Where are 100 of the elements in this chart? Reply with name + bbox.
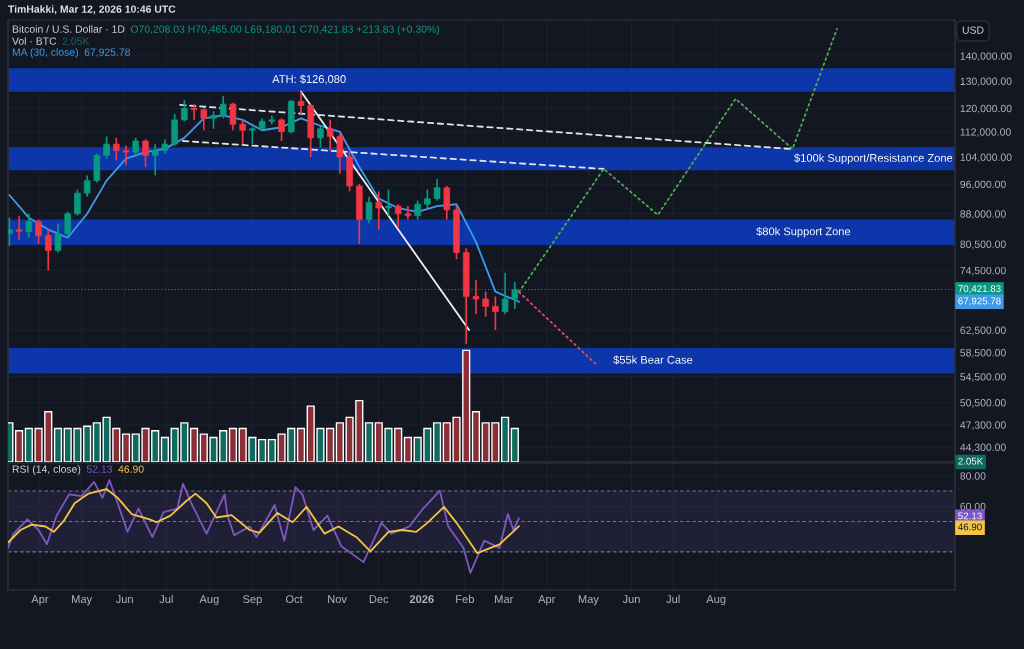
y-tick-label: 54,500.00 (960, 373, 1006, 382)
candlestick (239, 119, 246, 145)
text: 46.90 (958, 523, 982, 531)
x-tick-label: 2026 (409, 595, 434, 604)
candlestick (472, 278, 480, 315)
candlestick (297, 90, 305, 115)
candlestick (64, 211, 71, 237)
chart-title: Bitcoin / U.S. Dollar · 1D (12, 25, 125, 33)
x-tick-label: Sep (243, 595, 262, 606)
annotation: 67,925.78 (84, 48, 131, 58)
annotation: 46.90 (118, 465, 144, 473)
candlestick (151, 143, 159, 177)
x-tick-label: Jul (666, 594, 680, 604)
bar (15, 430, 24, 462)
x-tick-label: Mar (495, 595, 514, 604)
annotation: 52.13 (86, 465, 113, 473)
bar (403, 436, 413, 462)
text: MA (30, close) (12, 48, 78, 58)
text: 67,925.78 (958, 297, 1001, 306)
candlestick (181, 99, 188, 123)
y-tick-label: 80,500.00 (960, 240, 1006, 250)
x-tick-label: Aug (706, 595, 726, 606)
candlestick (326, 119, 334, 152)
y-tick-label: 96,000.00 (960, 180, 1006, 190)
x-tick-label: Aug (199, 595, 219, 606)
bar (228, 427, 238, 462)
candlestick (394, 203, 402, 229)
bar (471, 411, 481, 462)
candlestick (433, 178, 441, 202)
annotation: O70,208.03 H70,465.00 L69,180.01 C70,421.83 +213.83 (+0.30%) (130, 25, 440, 35)
candlestick (404, 205, 412, 221)
candlestick (25, 212, 33, 239)
ref-line-label: 70,421.83 (958, 285, 1001, 294)
chart-title: RSI (14, close) (12, 465, 81, 475)
text: TimHakki, Mar 12, 2026 10:46 UTC (8, 5, 176, 15)
candlestick (424, 188, 431, 209)
candlestick (142, 138, 149, 168)
y-tick-label: 62,500.00 (960, 326, 1006, 336)
x-tick-label: May (578, 595, 599, 606)
candlestick (219, 94, 227, 120)
y-tick-label: 50,500.00 (960, 399, 1006, 408)
y-tick-label: 58,500.00 (960, 349, 1006, 358)
x-tick-label: Jun (622, 595, 640, 604)
x-tick-label: Dec (369, 595, 389, 604)
candlestick (132, 137, 140, 158)
bar (258, 438, 267, 462)
y-tick-label: 130,000.00 (960, 77, 1012, 87)
candlestick (200, 107, 208, 132)
y-tick-label: 80.00 (960, 472, 986, 480)
x-tick-label: Oct (285, 595, 303, 604)
y-tick-label: 112,000.00 (960, 128, 1011, 137)
bar (121, 433, 131, 462)
y-tick-label: 104,000.00 (960, 153, 1012, 163)
x-tick-label: Nov (328, 595, 347, 604)
bar (53, 427, 63, 462)
y-tick-label: 140,000.00 (960, 52, 1012, 62)
line-series (8, 479, 520, 574)
candlestick (414, 199, 421, 221)
line-series (8, 488, 520, 555)
y-tick-label: 47,300.00 (960, 421, 1006, 430)
bar (189, 427, 199, 462)
bar (510, 427, 519, 462)
band-label: $100k Support/Resistance Zone (794, 153, 953, 165)
bar (432, 422, 442, 462)
candlestick (35, 218, 42, 245)
candlestick (336, 132, 344, 175)
y-tick-label: 120,000.00 (960, 104, 1012, 114)
y-tick-label: 88,000.00 (960, 210, 1006, 219)
candlestick (278, 117, 285, 142)
candlestick (122, 144, 130, 167)
y-tick-label: 60.00 (960, 502, 986, 511)
candlestick (113, 137, 120, 162)
candlestick (190, 103, 198, 121)
text: USD (962, 26, 984, 34)
candlestick (74, 188, 81, 217)
bar (364, 422, 374, 462)
candlestick (103, 135, 110, 160)
annotation: 2.05K (62, 37, 90, 45)
x-tick-label: Jul (159, 594, 173, 604)
band-label: ATH: $126,080 (272, 74, 346, 85)
band-label: $55k Bear Case (613, 355, 693, 365)
candlestick (54, 222, 62, 254)
candlestick (317, 124, 324, 149)
x-tick-label: Apr (538, 595, 556, 606)
candlestick (365, 195, 373, 225)
candlestick (492, 295, 499, 331)
x-tick-label: May (72, 595, 93, 606)
candlestick (45, 228, 52, 272)
x-tick-label: Jun (115, 595, 133, 604)
bar (160, 436, 170, 462)
y-tick-label: 74,500.00 (960, 266, 1006, 276)
candlestick (482, 290, 489, 318)
candlestick (15, 214, 23, 241)
bar (296, 427, 306, 462)
text: 52.13 (958, 512, 982, 520)
candlestick (385, 188, 392, 217)
bar (501, 416, 510, 462)
candlestick (375, 190, 383, 231)
candlestick (83, 174, 91, 198)
x-tick-label: Apr (31, 595, 49, 606)
